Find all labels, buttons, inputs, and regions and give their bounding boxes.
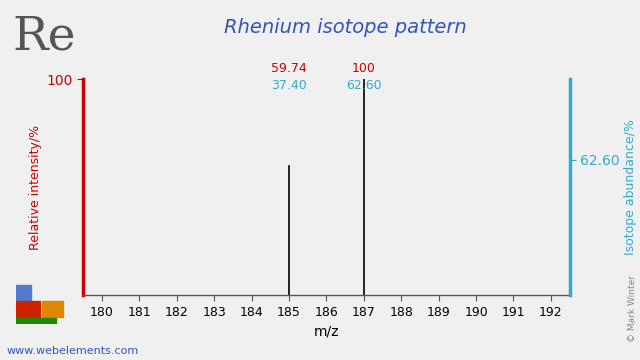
Text: Rhenium isotope pattern: Rhenium isotope pattern: [224, 18, 467, 37]
Text: Re: Re: [13, 14, 76, 60]
Y-axis label: Isotope abundance/%: Isotope abundance/%: [624, 119, 637, 255]
Bar: [16, 285, 31, 300]
Y-axis label: Relative intensity/%: Relative intensity/%: [29, 125, 42, 250]
X-axis label: m/z: m/z: [314, 324, 339, 338]
Text: 100: 100: [352, 62, 376, 75]
Text: 37.40: 37.40: [271, 79, 307, 92]
Bar: [16, 318, 56, 324]
Text: 59.74: 59.74: [271, 62, 307, 75]
Text: 62.60: 62.60: [346, 79, 381, 92]
Text: © Mark Winter: © Mark Winter: [628, 275, 637, 342]
Bar: [16, 301, 40, 317]
Text: www.webelements.com: www.webelements.com: [6, 346, 139, 356]
Bar: [42, 301, 63, 317]
